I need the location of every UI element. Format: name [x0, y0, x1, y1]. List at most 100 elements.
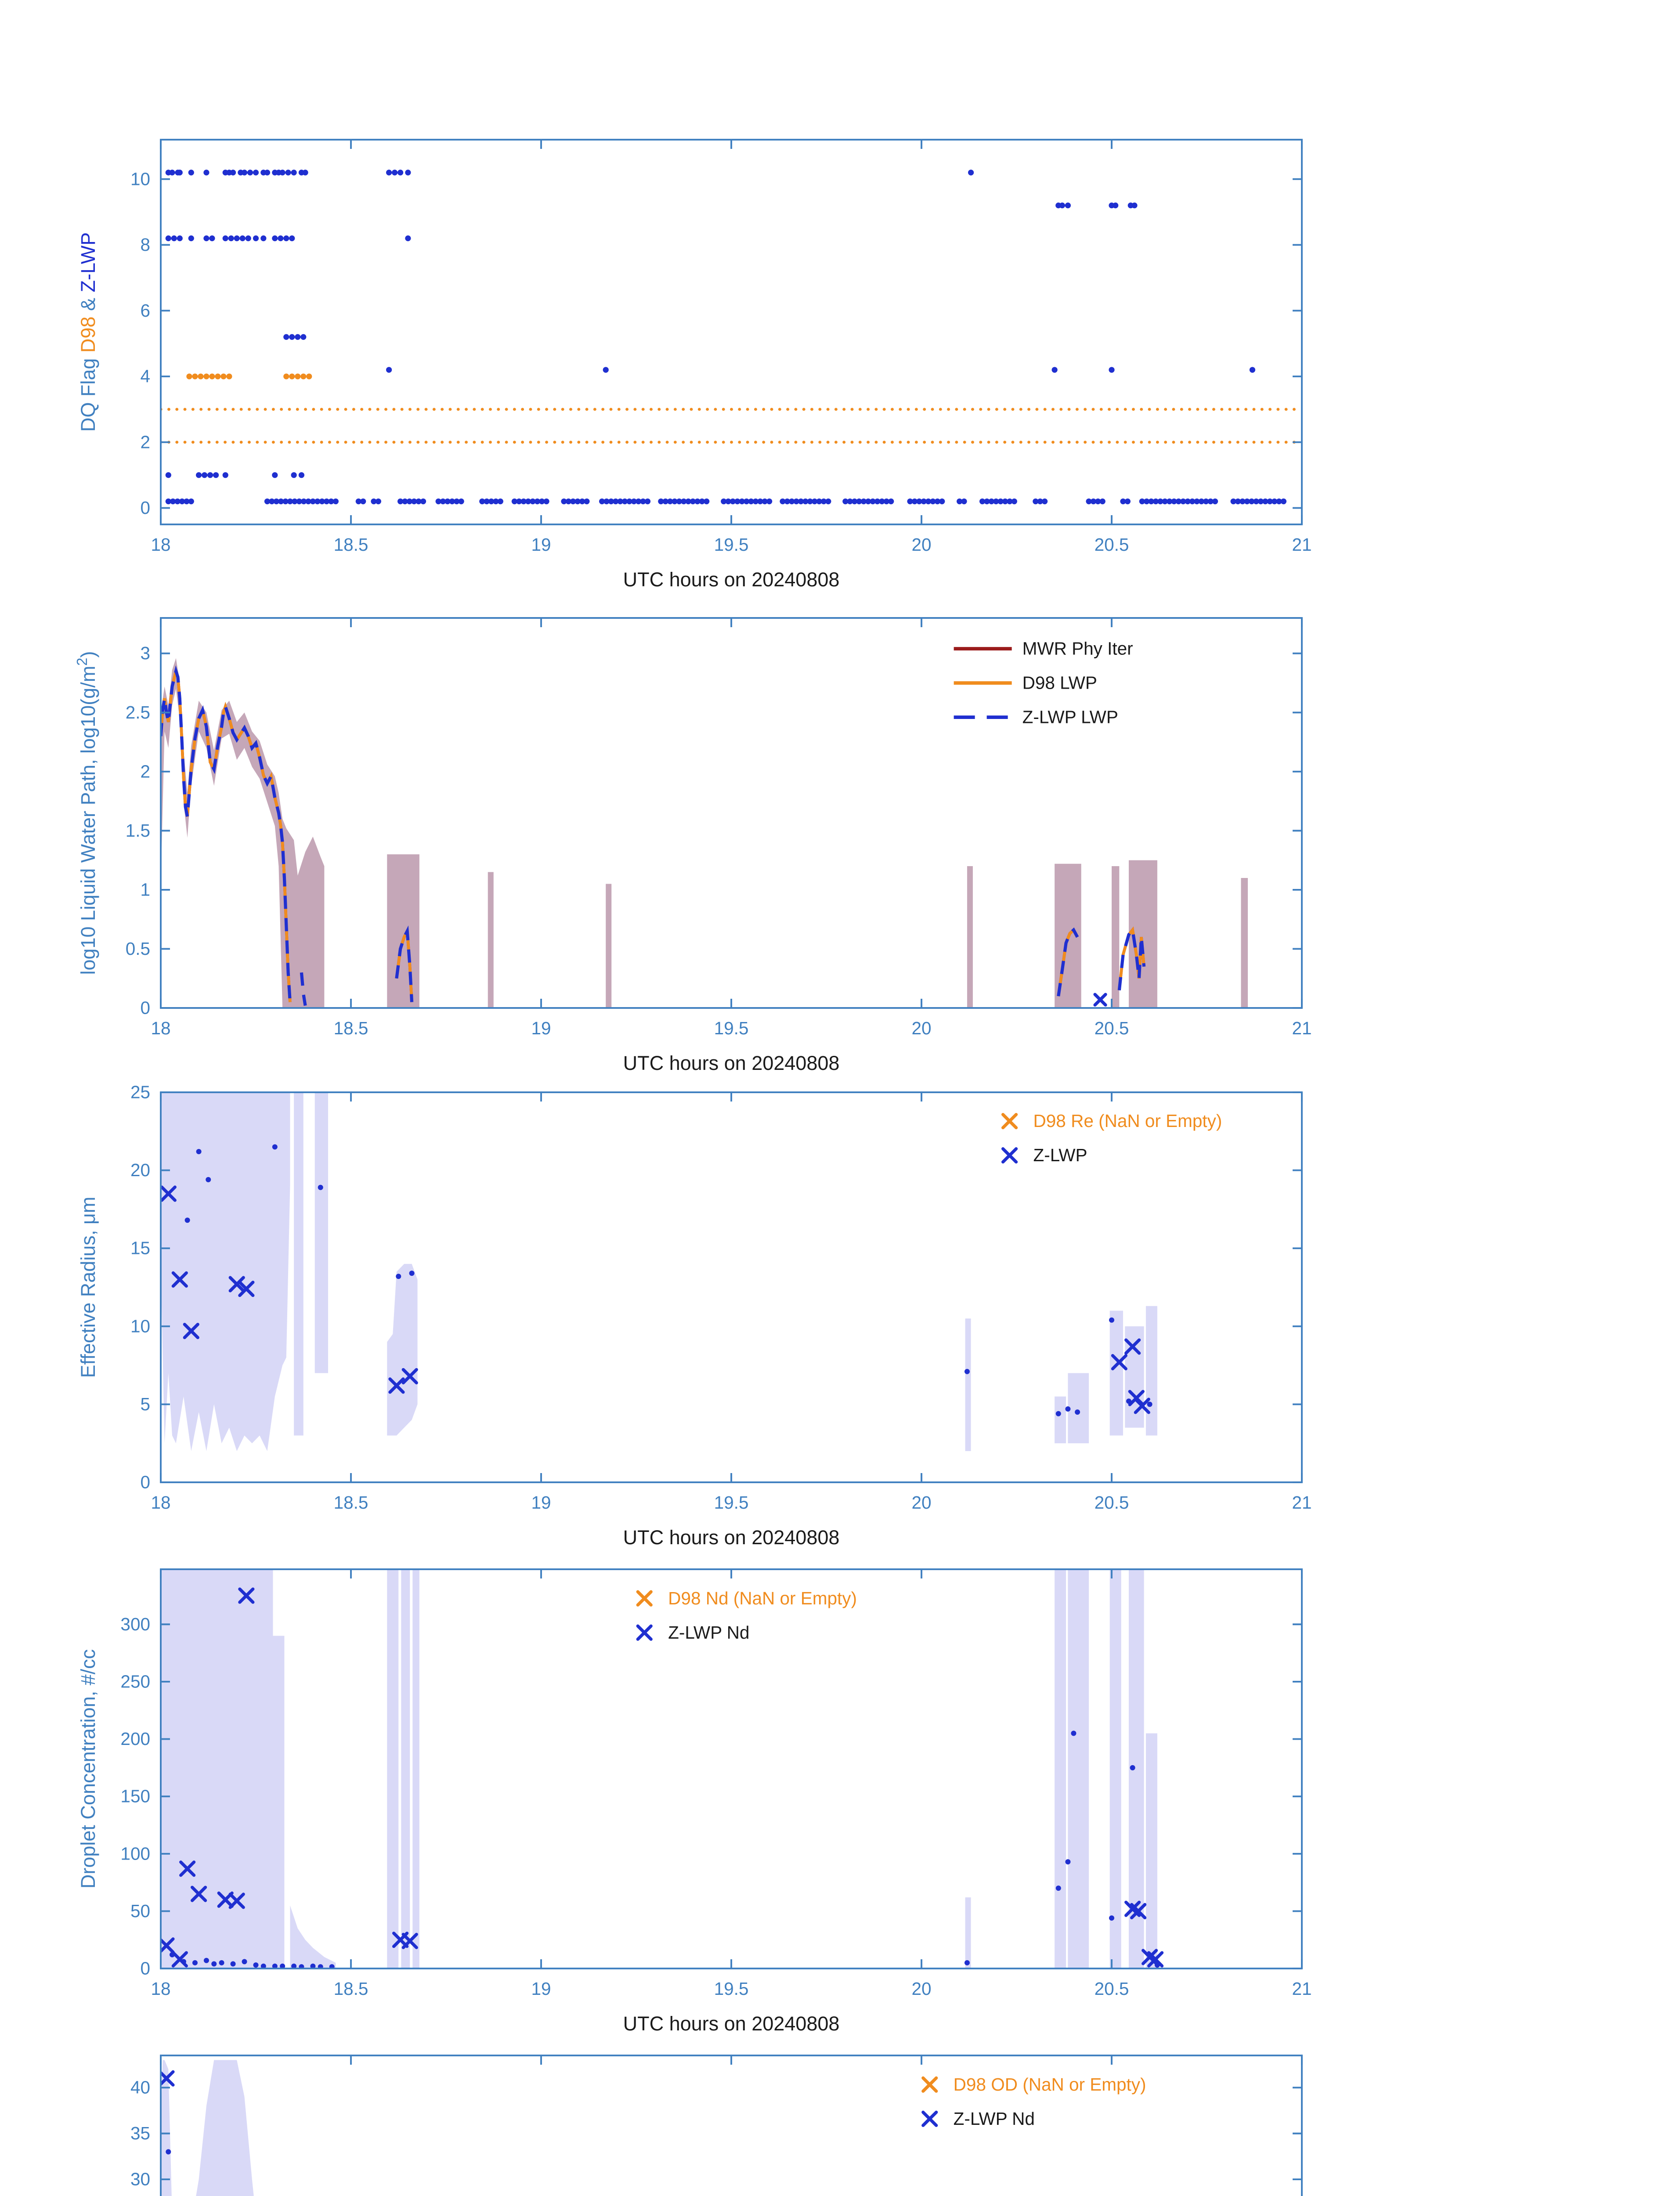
axis-ticks: 18 18.5 19 19.5 20 20.5 21 0 2 4 6 8 10: [130, 140, 1312, 555]
x-tick-label: 19: [531, 1979, 551, 1999]
x-tick-label: 18.5: [334, 1018, 369, 1038]
legend-label: D98 Re (NaN or Empty): [1033, 1111, 1222, 1131]
series-z-lwp-re-points: [184, 1144, 1153, 1416]
x-tick-label: 20.5: [1095, 1979, 1129, 1999]
x-tick-label: 20.5: [1095, 535, 1129, 555]
legend: D98 Nd (NaN or Empty) Z-LWP Nd: [636, 1588, 857, 1643]
legend: D98 OD (NaN or Empty) Z-LWP Nd: [921, 2074, 1146, 2129]
y-tick-label: 30: [130, 2169, 150, 2189]
x-tick-label: 20: [911, 1979, 931, 1999]
uncertainty-band: [1055, 1396, 1066, 1444]
y-tick-label: 100: [120, 1843, 150, 1864]
uncertainty-band: [606, 884, 612, 1008]
y-tick-label: 10: [130, 169, 150, 189]
x-tick-label: 21: [1292, 1492, 1311, 1513]
y-tick-label: 6: [140, 300, 150, 321]
legend-label: D98 Nd (NaN or Empty): [668, 1588, 857, 1608]
y-tick-label: 200: [120, 1729, 150, 1749]
series-z-lwp-od: [161, 2070, 175, 2087]
y-tick-label: 2.5: [126, 702, 150, 722]
y-tick-label: 250: [120, 1671, 150, 1691]
x-tick-label: 18: [151, 535, 170, 555]
y-tick-label: 150: [120, 1786, 150, 1806]
y-axis-label: DQ Flag D98 & Z-LWP: [77, 232, 99, 432]
uncertainty-band: [387, 854, 419, 1008]
x-tick-label: 18: [151, 1018, 170, 1038]
uncertainty-band: [1145, 1306, 1157, 1436]
legend: MWR Phy Iter D98 LWP Z-LWP LWP: [954, 639, 1133, 727]
x-axis-label: UTC hours on 20240808: [623, 2012, 840, 2035]
series-z-lwp-nd-points: [169, 1730, 1160, 1968]
x-tick-label: 20: [911, 535, 931, 555]
legend-label: Z-LWP: [1033, 1145, 1087, 1165]
y-tick-label: 1: [140, 879, 150, 899]
uncertainty-band: [401, 1569, 410, 1968]
uncertainty-band: [273, 1636, 285, 1968]
uncertainty-band: [387, 1264, 418, 1436]
uncertainty-band: [314, 1092, 329, 1373]
uncertainty-band: [1068, 1373, 1089, 1444]
y-tick-label: 15: [130, 1238, 150, 1258]
uncertainty-band: [412, 1569, 419, 1968]
uncertainty-band: [294, 1092, 303, 1436]
legend-label: Z-LWP LWP: [1022, 707, 1118, 727]
uncertainty-band: [290, 1905, 336, 1968]
plot-area: [161, 170, 1302, 505]
x-tick-label: 18.5: [334, 1492, 369, 1513]
uncertainty-band: [967, 866, 973, 1008]
x-tick-label: 18.5: [334, 535, 369, 555]
uncertainty-band: [1055, 1569, 1066, 1968]
y-tick-label: 50: [130, 1901, 150, 1921]
y-tick-label: 3: [140, 643, 150, 663]
plot-area: [161, 1092, 1157, 1451]
series-d98-flags: [186, 373, 312, 379]
y-tick-label: 0: [140, 498, 150, 518]
x-tick-label: 20: [911, 1492, 931, 1513]
series-z-lwp-od-points: [166, 2149, 171, 2155]
x-tick-label: 21: [1292, 1979, 1311, 1999]
x-axis-label: UTC hours on 20240808: [623, 1526, 840, 1549]
panel-dq-flag: 18 18.5 19 19.5 20 20.5 21 0 2 4 6 8 10 UTC hours on …: [77, 139, 1312, 591]
x-tick-label: 19.5: [714, 535, 749, 555]
y-tick-label: 20: [130, 1160, 150, 1180]
panel-droplet-concentration: 18 18.5 19 19.5 20 20.5 21 0 50 100 150 200 250 300 UT…: [77, 1568, 1312, 2035]
legend-label: MWR Phy Iter: [1022, 639, 1133, 659]
series-z-lwp-lwp: [161, 665, 1146, 1006]
plot-area: [161, 2060, 254, 2196]
y-tick-label: 4: [140, 366, 150, 386]
axis-ticks: 18 18.5 19 19.5 20 20.5 21 0 50 100 150 200 250 300: [120, 1569, 1312, 1999]
x-tick-label: 19: [531, 1492, 551, 1513]
series-z-lwp-nd: [161, 1587, 1164, 1968]
uncertainty-band: [1068, 1569, 1089, 1968]
y-tick-label: 40: [130, 2077, 150, 2098]
y-tick-label: 35: [130, 2123, 150, 2143]
uncertainty-band: [161, 658, 325, 1008]
panel-effective-radius: 18 18.5 19 19.5 20 20.5 21 0 5 10 15 20 25 UTC hours …: [77, 1082, 1312, 1549]
y-axis-label: Droplet Concentration, #/cc: [77, 1649, 99, 1889]
x-tick-label: 21: [1292, 1018, 1311, 1038]
uncertainty-band: [965, 1897, 971, 1968]
series-z-lwp-flags: [165, 170, 1287, 505]
legend-label: Z-LWP Nd: [954, 2109, 1035, 2129]
x-axis-label: UTC hours on 20240808: [623, 1052, 840, 1074]
series-z-lwp-lwp-point: [1093, 993, 1107, 1007]
legend-label: D98 OD (NaN or Empty): [954, 2074, 1146, 2095]
x-tick-label: 18: [151, 1492, 170, 1513]
plot-area: [161, 658, 1248, 1008]
x-tick-label: 19.5: [714, 1492, 749, 1513]
panel-optical-depth: 1818.51919.52020.5210510152025303540UTC …: [77, 2055, 1303, 2196]
y-tick-label: 300: [120, 1614, 150, 1634]
uncertainty-band: [161, 1569, 273, 1968]
x-tick-label: 18.5: [334, 1979, 369, 1999]
uncertainty-band: [1109, 1569, 1121, 1968]
plot-area: [161, 1569, 1164, 1968]
legend: D98 Re (NaN or Empty) Z-LWP: [1001, 1111, 1222, 1165]
y-tick-label: 5: [140, 1394, 150, 1414]
y-tick-label: 2: [140, 432, 150, 452]
uncertainty-band: [488, 872, 494, 1008]
uncertainty-band: [1241, 878, 1248, 1008]
y-tick-label: 10: [130, 1316, 150, 1336]
x-axis-label: UTC hours on 20240808: [623, 568, 840, 591]
x-tick-label: 19: [531, 535, 551, 555]
